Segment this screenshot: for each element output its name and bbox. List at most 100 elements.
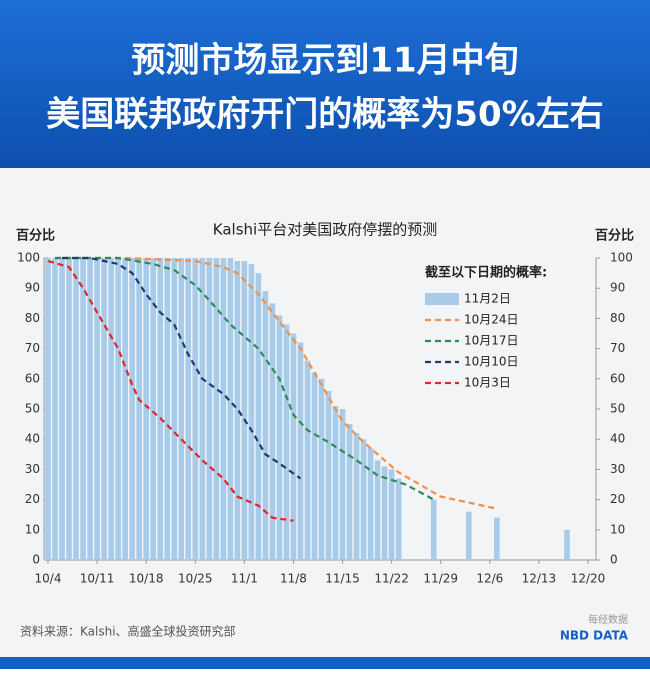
bar (206, 258, 213, 560)
footer-strip (0, 657, 650, 669)
x-tick-label: 11/29 (423, 572, 458, 586)
bar (353, 433, 360, 560)
bar (108, 258, 114, 560)
bar (136, 258, 142, 560)
legend-label: 10月3日 (464, 376, 511, 390)
bar (220, 258, 227, 560)
y-tick-label: 70 (25, 341, 40, 355)
bar (45, 258, 51, 560)
line-series (62, 256, 302, 480)
logo-en: NBD DATA (560, 629, 629, 643)
bar (143, 258, 149, 560)
bar (332, 405, 339, 560)
y2-tick-label: 50 (610, 402, 625, 416)
bar (150, 258, 156, 560)
y-tick-label: 50 (25, 402, 40, 416)
y2-tick-label: 30 (610, 462, 625, 476)
bar (80, 258, 86, 560)
plot-area: 0 10 20 30 40 50 60 70 80 90 100 0 10 20 30 40 50 60 70 80 9… (17, 251, 633, 586)
bar (311, 372, 318, 560)
bar (122, 258, 128, 560)
x-tick-label: 11/15 (325, 572, 360, 586)
y2-tick-label: 10 (610, 522, 625, 536)
bar (185, 258, 192, 560)
bar (297, 342, 304, 560)
bar (66, 258, 72, 560)
bar (318, 378, 325, 560)
y2-axis-label: 百分比 (595, 228, 634, 244)
y2-tick-label: 40 (610, 432, 625, 446)
bar (178, 258, 185, 560)
bar (115, 258, 121, 560)
bar (101, 258, 107, 560)
x-tick-label: 12/13 (522, 572, 557, 586)
bar (94, 258, 100, 560)
bar (262, 291, 269, 560)
legend-label: 11月2日 (464, 292, 511, 306)
title-line: 预测市场显示到11月中旬 (131, 41, 518, 81)
line-series (55, 256, 498, 510)
logo-cn: 每经数据 (588, 613, 628, 626)
legend-swatch (425, 293, 459, 305)
header-banner (0, 0, 650, 168)
bar (269, 303, 276, 560)
bar (234, 261, 241, 560)
bar (52, 258, 58, 560)
bar (494, 517, 500, 560)
bar (381, 466, 388, 560)
bar (255, 273, 262, 560)
x-tick-label: 11/1 (231, 572, 258, 586)
x-tick-label: 10/4 (35, 572, 62, 586)
title-line: 美国联邦政府开门的概率为50%左右 (46, 95, 603, 135)
bar (192, 258, 199, 560)
bar (430, 499, 437, 560)
y2-tick-label: 20 (610, 492, 625, 506)
bar (276, 315, 283, 560)
x-tick-label: 12/6 (476, 572, 503, 586)
x-tick-label: 10/25 (178, 572, 213, 586)
y-tick-label: 10 (25, 522, 40, 536)
y-tick-label: 60 (25, 371, 40, 385)
bar (73, 258, 79, 560)
x-tick-label: 10/18 (129, 572, 164, 586)
bar (213, 258, 220, 560)
bar (367, 448, 374, 560)
bar (395, 478, 402, 560)
chart-title: Kalshi平台对美国政府停摆的预测 (213, 221, 437, 239)
y-tick-label: 100 (17, 251, 40, 265)
bar (227, 258, 234, 560)
bar (388, 469, 395, 560)
y2-tick-label: 60 (610, 371, 625, 385)
y2-tick-label: 80 (610, 311, 625, 325)
y-tick-label: 20 (25, 492, 40, 506)
y2-tick-label: 70 (610, 341, 625, 355)
y-tick-label: 30 (25, 462, 40, 476)
legend-title: 截至以下日期的概率: (425, 265, 547, 281)
bar (304, 360, 311, 560)
y2-tick-label: 90 (610, 281, 625, 295)
bar (241, 261, 248, 560)
bar (199, 258, 206, 560)
bar (157, 258, 164, 560)
line-series (47, 259, 294, 522)
y-tick-label: 40 (25, 432, 40, 446)
legend-label: 10月17日 (464, 334, 519, 348)
bar (129, 258, 135, 560)
bar (325, 390, 332, 560)
y-tick-label: 0 (32, 553, 40, 567)
x-tick-label: 10/11 (80, 572, 115, 586)
x-tick-label: 11/22 (374, 572, 409, 586)
bar (290, 333, 297, 560)
bar (59, 258, 65, 560)
line-series (55, 256, 435, 501)
bar (87, 258, 93, 560)
bar (374, 460, 381, 560)
bar (283, 324, 290, 560)
y2-tick-label: 100 (610, 251, 633, 265)
bar (164, 258, 171, 560)
x-tick-label: 11/8 (280, 572, 307, 586)
legend-label: 10月24日 (464, 313, 519, 327)
bar (171, 258, 178, 560)
